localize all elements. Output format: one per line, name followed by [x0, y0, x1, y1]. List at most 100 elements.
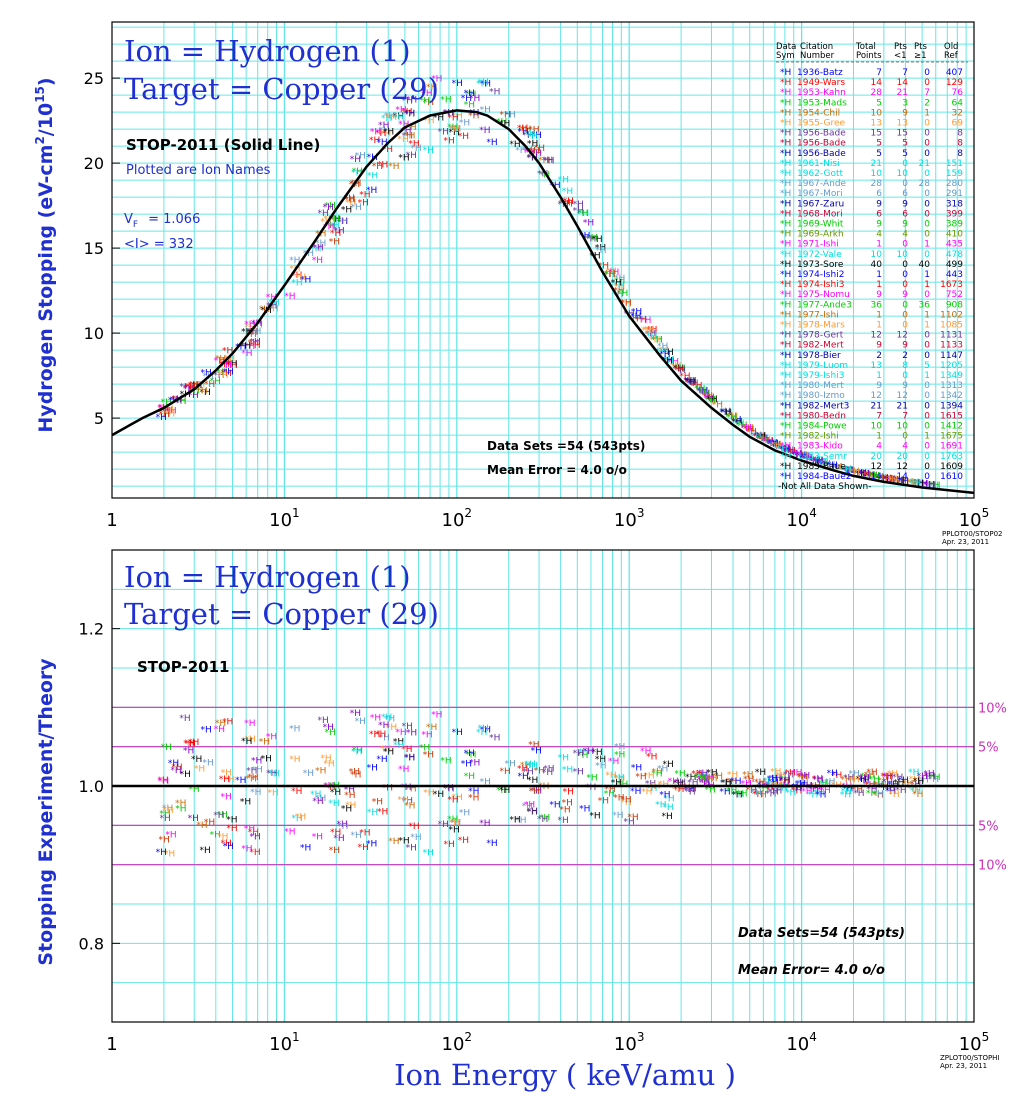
legend-cell: 410 [946, 230, 963, 240]
data-marker: *H [655, 347, 666, 357]
data-marker: *H [330, 788, 341, 798]
data-marker: *H [779, 775, 790, 785]
data-marker: *H [742, 424, 753, 434]
data-marker: *H [444, 136, 455, 146]
data-marker: *H [330, 229, 341, 239]
data-marker: *H [757, 434, 768, 444]
data-marker: *H [884, 475, 895, 485]
legend-cell: 0 [902, 159, 908, 169]
data-marker: *H [244, 342, 255, 352]
data-marker: *H [351, 748, 362, 758]
data-marker: *H [887, 475, 898, 485]
data-marker: *H [562, 798, 573, 808]
data-marker: *H [224, 775, 235, 785]
data-marker: *H [372, 162, 383, 172]
data-marker: *H [691, 770, 702, 780]
data-marker: *H [259, 305, 270, 315]
data-marker: *H [214, 725, 225, 735]
data-marker: *H [222, 718, 233, 728]
legend-cell: 5 [876, 149, 882, 159]
legend-cell: *H [780, 108, 791, 118]
data-marker: *H [369, 136, 380, 146]
legend-cell: 10 [871, 422, 883, 432]
legend-cell: *H [780, 411, 791, 421]
data-marker: *H [410, 833, 421, 843]
data-marker: *H [312, 832, 323, 842]
legend-cell: *H [780, 169, 791, 179]
legend-cell: *H [780, 240, 791, 250]
legend-cell: 1982-Mert [797, 341, 844, 351]
data-marker: *H [542, 768, 553, 778]
data-marker: *H [918, 776, 929, 786]
legend-cell: *H [780, 129, 791, 139]
data-marker: *H [776, 444, 787, 454]
data-marker: *H [683, 377, 694, 387]
data-marker: *H [755, 768, 766, 778]
data-marker: *H [768, 788, 779, 798]
data-marker: *H [918, 480, 929, 490]
data-marker: *H [328, 799, 339, 809]
data-marker: *H [381, 713, 392, 723]
legend-cell: 0 [902, 270, 908, 280]
legend-cell: 389 [946, 220, 963, 230]
data-marker: *H [210, 377, 221, 387]
data-marker: *H [768, 439, 779, 449]
data-marker: *H [188, 814, 199, 824]
data-marker: *H [878, 474, 889, 484]
data-marker: *H [912, 790, 923, 800]
legend-header: Pts [894, 42, 907, 52]
legend-cell: 6 [876, 189, 882, 199]
legend-cell: 6 [902, 189, 908, 199]
data-marker: *H [779, 445, 790, 455]
data-marker: *H [158, 410, 169, 420]
data-marker: *H [367, 153, 378, 163]
legend-row: *H 1969-Arkh 4 4 0 410 [780, 230, 963, 240]
data-marker: *H [300, 844, 311, 854]
data-marker: *H [882, 772, 893, 782]
data-marker: *H [499, 786, 510, 796]
data-marker: *H [617, 289, 628, 299]
data-marker: *H [631, 308, 642, 318]
legend-row: *H 1984-Powe 10 10 0 1412 [780, 422, 963, 432]
data-marker: *H [398, 120, 409, 130]
data-marker: *H [350, 155, 361, 165]
data-marker: *H [743, 425, 754, 435]
data-marker: *H [872, 790, 883, 800]
data-marker: *H [517, 124, 528, 134]
data-marker: *H [520, 761, 531, 771]
legend-row: *H 1962-Gott 10 10 0 159 [780, 169, 963, 179]
data-marker: *H [191, 755, 202, 765]
data-marker: *H [289, 755, 300, 765]
data-marker: *H [785, 788, 796, 798]
data-marker: *H [408, 139, 419, 149]
data-marker: *H [712, 400, 723, 410]
data-marker: *H [763, 782, 774, 792]
data-marker: *H [578, 209, 589, 219]
data-marker: *H [522, 146, 533, 156]
data-marker: *H [817, 458, 828, 468]
legend-cell: 1609 [940, 462, 963, 472]
data-marker: *H [604, 785, 615, 795]
data-marker: *H [421, 731, 432, 741]
data-marker: *H [668, 777, 679, 787]
data-marker: *H [840, 791, 851, 801]
data-marker: *H [341, 205, 352, 215]
data-marker: *H [848, 467, 859, 477]
legend-cell: 13 [871, 361, 882, 371]
data-marker: *H [323, 759, 334, 769]
data-marker: *H [248, 828, 259, 838]
data-marker: *H [852, 469, 863, 479]
legend-cell: 1 [924, 432, 930, 442]
data-marker: *H [350, 203, 361, 213]
data-marker: *H [659, 350, 670, 360]
data-marker: *H [336, 820, 347, 830]
legend-cell: 1969-Whit [797, 220, 844, 230]
data-marker: *H [785, 448, 796, 458]
data-marker: *H [873, 473, 884, 483]
data-marker: *H [250, 327, 261, 337]
legend-cell: 4 [876, 442, 882, 452]
data-marker: *H [808, 456, 819, 466]
legend-cell: 7 [902, 68, 908, 78]
data-marker: *H [247, 327, 258, 337]
bottom-band-labels: 10% 5% 5% 10% [978, 701, 1007, 873]
